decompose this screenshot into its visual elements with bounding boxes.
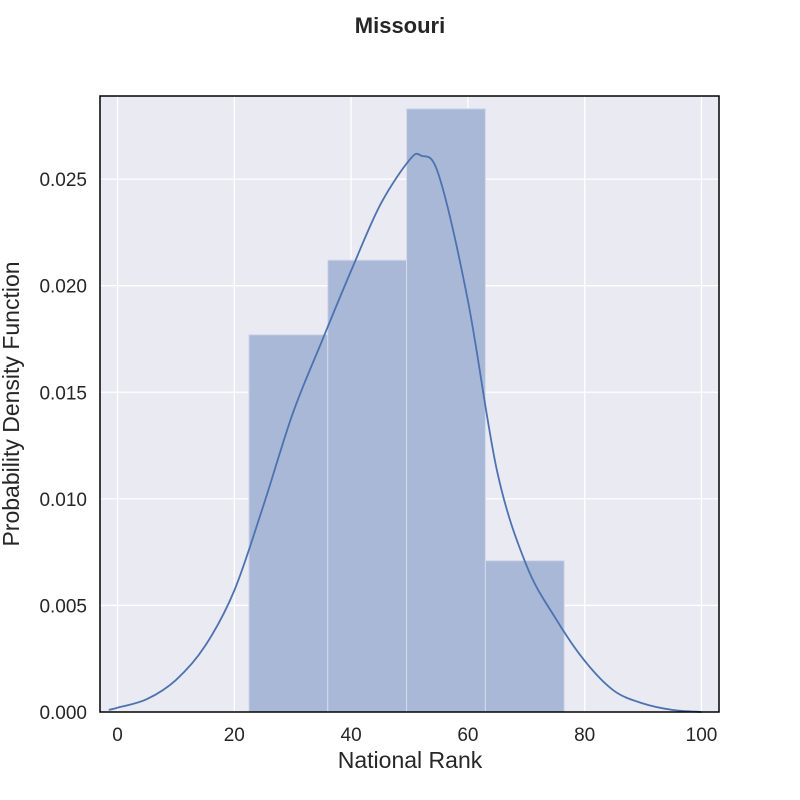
y-tick-labels: 0.000 0.005 0.010 0.015 0.020 0.025	[39, 170, 87, 724]
histogram-bar-2	[406, 108, 486, 713]
x-tick-label: 0	[112, 725, 123, 746]
histogram-bar-1	[327, 259, 408, 713]
histogram-bar-0	[248, 334, 329, 713]
x-tick-label: 100	[686, 725, 718, 746]
kde-line	[108, 152, 702, 713]
y-tick-label: 0.015	[39, 383, 87, 404]
x-tick-label: 40	[341, 725, 362, 746]
histogram-bar-3	[484, 560, 565, 713]
y-tick-label: 0.020	[39, 277, 87, 298]
y-tick-label: 0.000	[39, 703, 87, 724]
x-axis-label: National Rank	[338, 747, 483, 773]
x-tick-label: 20	[224, 725, 245, 746]
y-axis-label: Probability Density Function	[0, 261, 24, 546]
chart-title: Missouri	[355, 13, 445, 38]
plot-frame	[99, 95, 720, 713]
x-tick-label: 80	[574, 725, 595, 746]
y-tick-label: 0.025	[39, 170, 87, 191]
x-tick-labels: 0 20 40 60 80 100	[112, 725, 717, 746]
y-tick-label: 0.010	[39, 490, 87, 511]
y-tick-label: 0.005	[39, 596, 87, 617]
x-tick-label: 60	[457, 725, 478, 746]
kde-curve	[108, 152, 702, 713]
histogram-bars	[248, 108, 565, 713]
